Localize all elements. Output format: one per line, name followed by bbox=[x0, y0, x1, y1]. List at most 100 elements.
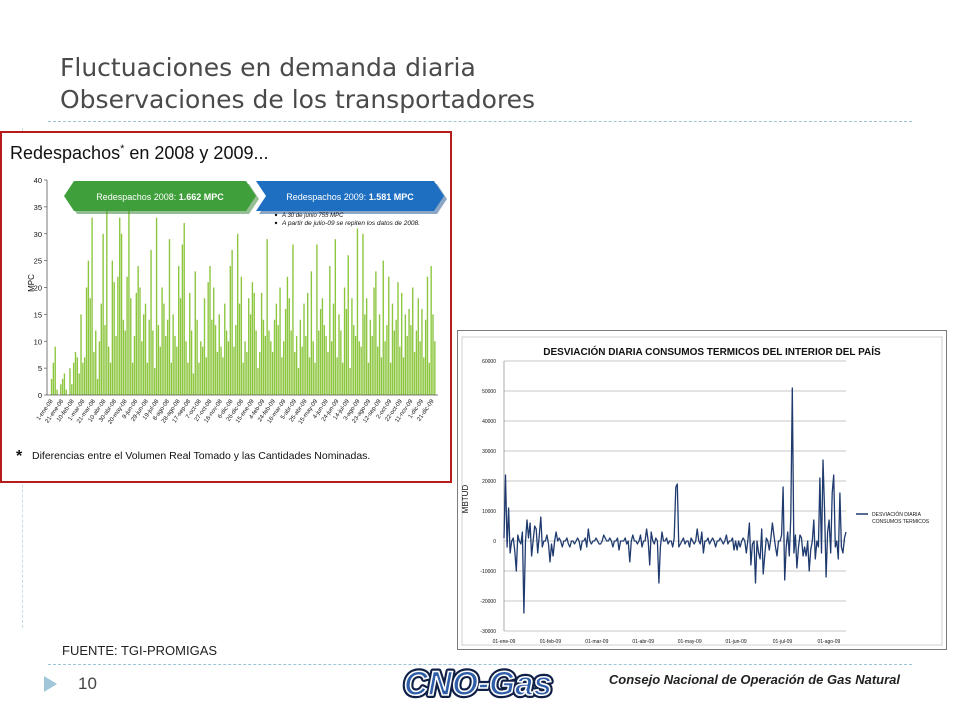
bar bbox=[71, 384, 73, 395]
bar bbox=[179, 298, 182, 395]
bar bbox=[264, 335, 266, 395]
bar bbox=[412, 287, 414, 395]
bar bbox=[74, 352, 77, 395]
bar bbox=[166, 319, 169, 395]
y-tick-label: 20000 bbox=[482, 479, 496, 485]
y-tick-label: 0 bbox=[38, 391, 42, 400]
slide-bullet-icon bbox=[44, 676, 57, 692]
source-label: FUENTE: TGI-PROMIGAS bbox=[62, 643, 218, 658]
callout-2009: Redespachos 2009: 1.581 MPC bbox=[256, 181, 447, 214]
bar bbox=[268, 330, 270, 395]
bar bbox=[201, 346, 204, 395]
bar bbox=[152, 330, 154, 395]
bar bbox=[244, 341, 246, 395]
callout-notes: A 30 de junio 755 MPC A partir de julio-… bbox=[274, 213, 420, 227]
bar bbox=[80, 314, 82, 395]
bar bbox=[203, 298, 206, 395]
redespachos-footnote: Diferencias entre el Volumen Real Tomado… bbox=[32, 450, 370, 462]
bar bbox=[107, 346, 110, 395]
bar bbox=[119, 217, 121, 395]
bar bbox=[395, 319, 397, 395]
y-tick-label: 10 bbox=[34, 337, 42, 346]
callout-2008: Redespachos 2008: 1.662 MPC bbox=[64, 181, 259, 214]
bar bbox=[198, 362, 200, 395]
bar bbox=[310, 271, 313, 395]
bar bbox=[176, 346, 178, 395]
bar bbox=[402, 357, 405, 395]
y-tick-label: 60000 bbox=[482, 359, 496, 365]
bar bbox=[231, 249, 233, 395]
bar bbox=[301, 346, 303, 395]
bar bbox=[52, 362, 55, 395]
bar bbox=[377, 346, 379, 395]
bar bbox=[102, 233, 104, 395]
bar bbox=[104, 325, 106, 395]
y-tick-label: 20 bbox=[34, 284, 42, 293]
x-tick-label: 01-mar-09 bbox=[585, 639, 608, 645]
callout-2009-text: Redespachos 2009: 1.581 MPC bbox=[286, 192, 414, 202]
bar bbox=[155, 217, 158, 395]
bar bbox=[338, 314, 340, 395]
x-tick-label: 01-feb-09 bbox=[540, 639, 562, 645]
bar bbox=[246, 352, 248, 395]
y-tick-label: 10000 bbox=[482, 509, 496, 515]
bar bbox=[240, 276, 243, 395]
bar bbox=[225, 330, 228, 395]
x-tick-label: 01-abr-09 bbox=[632, 639, 654, 645]
bar bbox=[218, 314, 220, 395]
bar bbox=[367, 362, 370, 395]
bar bbox=[286, 276, 289, 395]
bar bbox=[325, 335, 327, 395]
bar bbox=[150, 249, 152, 395]
bar bbox=[295, 335, 298, 395]
bar bbox=[139, 287, 141, 395]
redespachos-chart-panel: Redespachos* en 2008 y 2009... 0 5 10 15 20 2… bbox=[0, 131, 452, 483]
bar bbox=[356, 228, 359, 395]
bar bbox=[61, 378, 64, 395]
y-tick-label: -30000 bbox=[480, 629, 496, 635]
bar bbox=[148, 319, 150, 395]
bar bbox=[117, 276, 119, 395]
bar bbox=[426, 276, 429, 395]
bar bbox=[84, 357, 86, 395]
bar bbox=[255, 330, 257, 395]
bar bbox=[137, 266, 139, 395]
bar bbox=[332, 303, 335, 395]
bar bbox=[297, 368, 300, 395]
bar bbox=[266, 239, 268, 395]
bar bbox=[292, 244, 294, 395]
bar bbox=[159, 346, 161, 395]
y-tick-label: 50000 bbox=[482, 389, 496, 395]
bar bbox=[178, 266, 180, 395]
bar bbox=[259, 352, 261, 395]
bar bbox=[181, 244, 184, 395]
bar bbox=[183, 223, 185, 395]
y-tick-label: 30000 bbox=[482, 449, 496, 455]
bar bbox=[146, 362, 149, 395]
bar bbox=[400, 292, 403, 395]
bar bbox=[294, 352, 296, 395]
bar bbox=[351, 298, 353, 395]
bar bbox=[89, 298, 91, 395]
bar bbox=[190, 330, 193, 395]
bar bbox=[130, 298, 132, 395]
bar bbox=[189, 292, 191, 395]
bar bbox=[273, 319, 276, 395]
x-tick-label: 01-jun-09 bbox=[726, 639, 747, 645]
bar bbox=[299, 319, 302, 395]
redespachos-chart: Redespachos* en 2008 y 2009... 0 5 10 15 20 2… bbox=[10, 143, 447, 465]
bar bbox=[222, 357, 224, 395]
bar bbox=[378, 314, 381, 395]
bar bbox=[386, 325, 388, 395]
y-tick-label: 30 bbox=[34, 230, 42, 239]
desviacion-ylabel: MBTUD bbox=[461, 485, 470, 514]
bar bbox=[342, 362, 344, 395]
note-2: A partir de julio-09 se repiten los dato… bbox=[281, 221, 420, 227]
bar bbox=[421, 309, 423, 395]
bar bbox=[235, 325, 237, 395]
bar bbox=[349, 368, 351, 395]
bar bbox=[408, 309, 410, 395]
bar bbox=[85, 287, 88, 395]
bar bbox=[334, 239, 337, 395]
slide-title: Fluctuaciones en demanda diaria Observac… bbox=[60, 52, 535, 116]
